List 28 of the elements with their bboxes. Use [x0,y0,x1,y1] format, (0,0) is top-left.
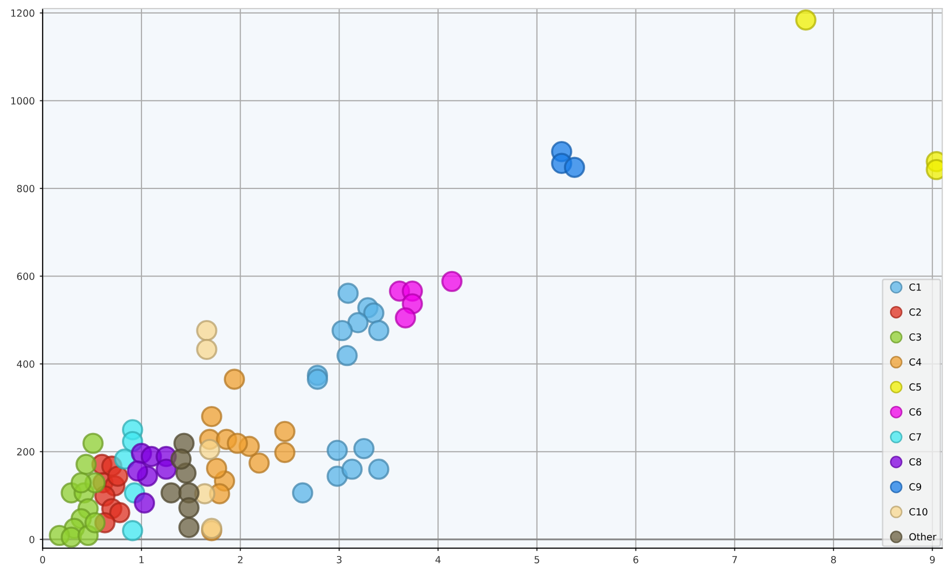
y-tick-label: 0 [29,536,34,544]
x-tick-label: 9 [930,556,935,564]
y-tick-label: 200 [17,448,34,456]
x-tick-label: 4 [435,556,441,564]
legend-label: C7 [909,433,921,441]
x-tick-label: 2 [238,556,242,564]
legend-label: C9 [909,483,922,491]
y-tick-label: 600 [17,272,34,280]
y-tick-label: 400 [16,360,34,368]
x-tick-label: 3 [336,556,342,564]
x-tick-label: 0 [40,556,46,564]
x-tick-label: 5 [534,556,540,564]
legend-label: C1 [909,283,921,291]
legend-label: Other [909,532,936,540]
legend-label: C8 [909,458,922,466]
legend-label: C10 [909,508,928,516]
x-tick-label: 1 [139,556,144,564]
legend-label: C6 [909,408,922,416]
legend-label: C3 [909,333,922,341]
legend-label: C4 [909,358,922,366]
x-tick-label: 8 [831,556,836,564]
legend-label: C2 [909,308,921,316]
x-tick-label: 7 [732,556,737,564]
y-tick-label: 1000 [11,97,34,105]
y-tick-label: 1200 [11,9,34,17]
y-tick-label: 800 [17,184,34,192]
x-tick-label: 6 [633,556,638,564]
legend-label: C5 [909,383,921,391]
